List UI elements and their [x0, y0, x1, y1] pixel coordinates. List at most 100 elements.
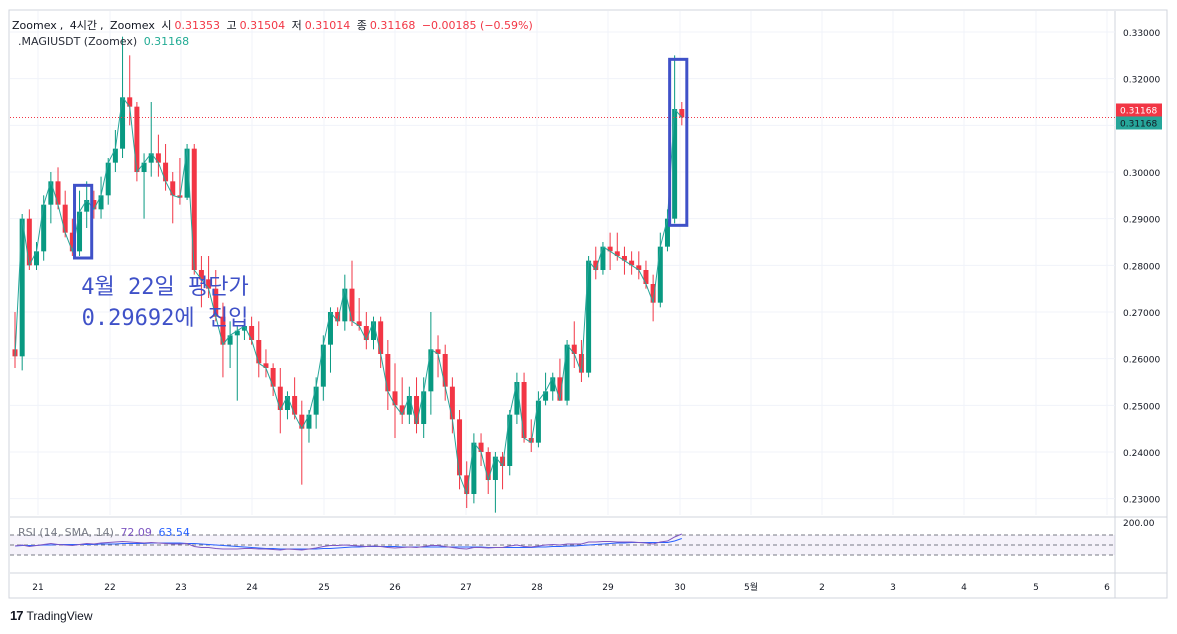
chart-frame — [8, 9, 1168, 599]
price-tick-label: 0.23000 — [1123, 496, 1160, 506]
legend-symbol-value: 0.31168 — [143, 35, 190, 48]
price-axis[interactable]: 0.330000.320000.310000.300000.290000.280… — [1116, 29, 1162, 506]
current-highlight-box — [668, 57, 689, 227]
legend-line-2: .MAGIUSDT (Zoomex) 0.31168 — [18, 35, 192, 48]
legend-high-label: 고 — [226, 19, 237, 32]
candle-body — [464, 475, 470, 494]
candle-body — [112, 148, 118, 163]
candle-body — [84, 200, 90, 212]
candle-body — [263, 363, 269, 368]
candle-body — [320, 344, 326, 387]
legend-open: 0.31353 — [174, 19, 220, 32]
rsi-axis-label: 200.00 — [1123, 519, 1155, 529]
candle-body — [55, 181, 61, 205]
tradingview-logo-icon: 17 — [10, 608, 24, 623]
legend-rsi: RSI (14, SMA, 14) 72.09 63.54 — [18, 526, 193, 539]
legend-high: 0.31504 — [239, 19, 286, 32]
candle-body — [672, 109, 678, 219]
candle-body — [371, 321, 376, 340]
line-price-label: 0.31168 — [1120, 119, 1157, 129]
price-tick-label: 0.28000 — [1123, 262, 1160, 272]
candle-body — [134, 106, 140, 172]
price-tick-label: 0.33000 — [1123, 29, 1160, 39]
candle-body — [127, 97, 133, 107]
candle-body — [564, 344, 570, 401]
tradingview-logo[interactable]: 17 TradingView — [10, 608, 93, 623]
time-tick-label: 4 — [961, 583, 967, 593]
legend-low: 0.31014 — [304, 19, 351, 32]
time-tick-label: 29 — [602, 583, 614, 593]
legend-source: Zoomex — [110, 19, 155, 32]
candle-body — [227, 335, 233, 345]
price-tick-label: 0.24000 — [1123, 449, 1160, 459]
rsi-pane[interactable]: 200.00 — [10, 516, 1167, 556]
price-tick-label: 0.27000 — [1123, 309, 1160, 319]
time-tick-label: 25 — [318, 583, 329, 593]
candle-body — [277, 386, 283, 410]
candle-body — [629, 260, 635, 266]
rsi-ma-line — [14, 538, 682, 550]
candle-body — [492, 456, 498, 480]
rsi-line — [14, 533, 682, 551]
candle-body — [284, 396, 290, 410]
price-tick-label: 0.32000 — [1123, 76, 1160, 86]
candle-body — [607, 246, 613, 252]
candle-body — [557, 377, 563, 401]
candle-body — [593, 260, 599, 270]
candle-body — [206, 279, 212, 289]
candles[interactable] — [12, 36, 685, 513]
candle-body — [327, 312, 333, 345]
candle-body — [34, 251, 40, 266]
last-price-label: 0.31168 — [1120, 106, 1157, 116]
time-tick-label: 28 — [531, 583, 543, 593]
time-tick-label: 23 — [175, 583, 186, 593]
candle-body — [442, 354, 448, 387]
legend-rsi-ma-value: 63.54 — [158, 526, 190, 539]
candle-body — [220, 316, 226, 345]
legend-exchange: Zoomex — [12, 19, 57, 32]
candle-body — [449, 386, 455, 420]
candle-body — [105, 162, 111, 196]
candle-body — [342, 288, 348, 322]
tradingview-logo-text: TradingView — [26, 608, 93, 623]
time-tick-label: 24 — [246, 583, 258, 593]
candle-body — [500, 456, 506, 466]
candle-body — [155, 153, 161, 163]
time-tick-label: 26 — [389, 583, 401, 593]
candle-body — [385, 354, 391, 392]
candle-body — [428, 349, 434, 392]
time-axis[interactable]: 21 22 23 24 25 26 27 28 29 30 5월 2 3 4 5 6 — [10, 572, 1167, 593]
candle-body — [543, 391, 549, 401]
candle-body — [514, 382, 520, 415]
candle-body — [256, 340, 262, 364]
candle-body — [679, 109, 685, 118]
candle-body — [414, 396, 420, 424]
time-tick-label: 21 — [32, 583, 43, 593]
candle-body — [535, 400, 541, 443]
candle-body — [657, 246, 663, 303]
candle-body — [664, 218, 670, 247]
candle-body — [636, 265, 642, 270]
candle-body — [213, 288, 219, 317]
time-tick-label: 30 — [674, 583, 686, 593]
candle-body — [550, 377, 556, 392]
candle-body — [578, 354, 584, 373]
price-tick-label: 0.30000 — [1123, 169, 1160, 179]
candle-body — [292, 396, 298, 415]
candle-body — [421, 391, 427, 424]
candle-body — [299, 414, 305, 429]
candle-body — [614, 251, 620, 256]
time-tick-label: 5월 — [744, 581, 758, 593]
candle-body — [478, 442, 484, 452]
candle-body — [335, 312, 341, 322]
candle-body — [586, 260, 592, 373]
close-line-series — [14, 96, 683, 496]
candle-body — [406, 396, 412, 415]
candle-body — [313, 386, 319, 415]
candle-body — [650, 284, 656, 303]
annotation-line-2: 0.29692에 진입 — [81, 306, 249, 331]
legend-open-label: 시 — [161, 19, 172, 32]
candle-body — [120, 97, 126, 149]
candle-body — [399, 405, 405, 415]
